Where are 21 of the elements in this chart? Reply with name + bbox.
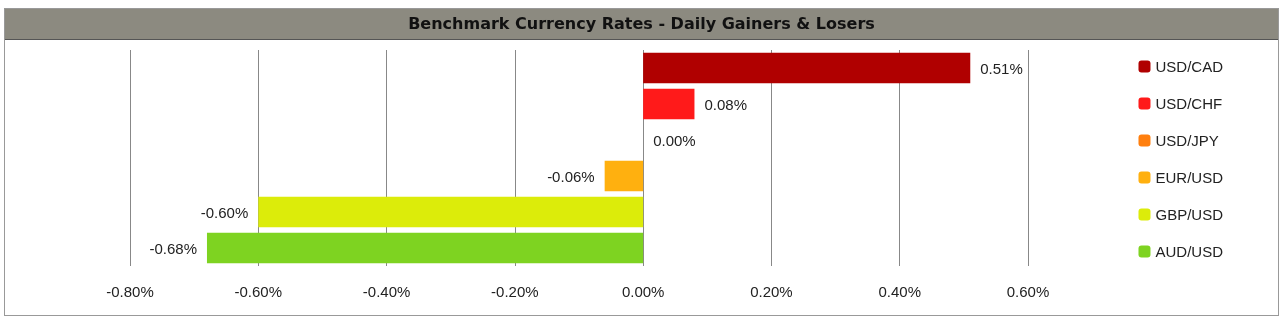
x-tick-label: -0.80% bbox=[106, 283, 154, 300]
x-tick-label: 0.20% bbox=[750, 283, 793, 300]
chart-title: Benchmark Currency Rates - Daily Gainers & Losers bbox=[5, 9, 1278, 40]
x-tick-label: -0.20% bbox=[491, 283, 539, 300]
x-tick-label: 0.00% bbox=[621, 283, 665, 300]
x-tick-label: -0.40% bbox=[362, 283, 411, 300]
legend-label: EUR/USD bbox=[1155, 169, 1224, 186]
data-label: 0.51% bbox=[980, 59, 1023, 77]
data-label: -0.68% bbox=[149, 239, 197, 257]
legend-label: AUD/USD bbox=[1155, 243, 1224, 260]
legend-label: USD/CAD bbox=[1155, 58, 1224, 75]
legend-label: GBP/USD bbox=[1155, 206, 1224, 223]
data-label: -0.60% bbox=[200, 203, 249, 221]
x-tick-label: -0.60% bbox=[234, 283, 283, 300]
data-label: 0.00% bbox=[653, 131, 696, 149]
legend-label: USD/JPY bbox=[1155, 132, 1219, 149]
data-label: 0.08% bbox=[704, 95, 747, 113]
data-label: -0.06% bbox=[547, 167, 595, 185]
x-tick-label: 0.40% bbox=[878, 283, 921, 300]
legend-label: USD/CHF bbox=[1155, 95, 1223, 112]
x-tick-label: 0.60% bbox=[1006, 283, 1050, 300]
